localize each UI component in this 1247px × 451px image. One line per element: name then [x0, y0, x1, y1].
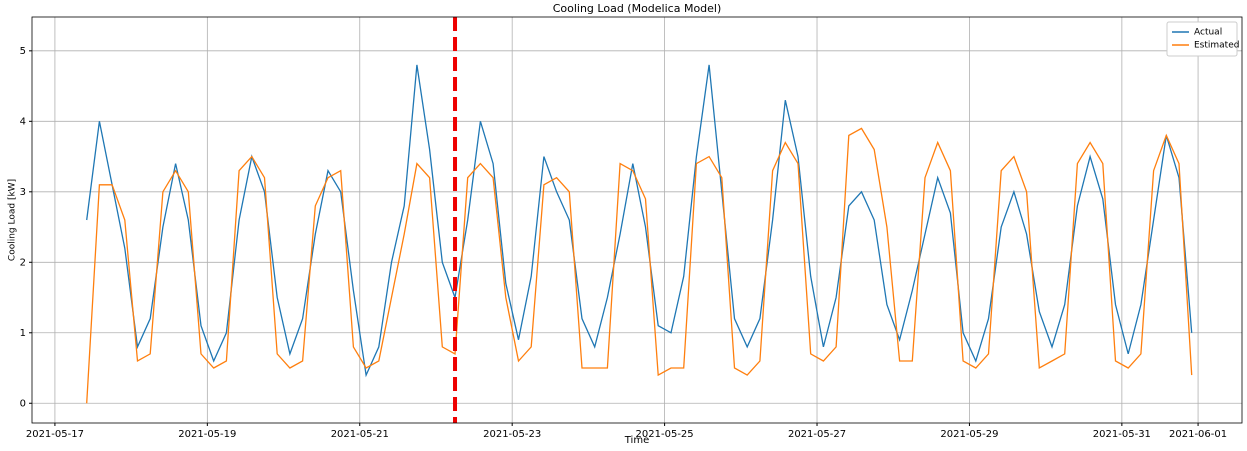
y-tick-label: 1: [20, 328, 26, 339]
legend-label: Estimated: [1194, 41, 1239, 51]
plot-frame: [31, 16, 1243, 424]
x-tick-label: 2021-05-31: [1093, 429, 1151, 440]
x-tick-label: 2021-06-01: [1169, 429, 1227, 440]
y-tick-label: 5: [20, 46, 26, 57]
legend: Actual Estimated: [1166, 21, 1239, 57]
x-tick-label: 2021-05-27: [788, 429, 846, 440]
x-tick-label: 2021-05-19: [178, 429, 236, 440]
x-tick-label: 2021-05-29: [940, 429, 998, 440]
chart-title: Cooling Load (Modelica Model): [553, 2, 722, 15]
series-line: [86, 127, 1193, 404]
y-tick-label: 2: [20, 257, 26, 268]
legend-box: [1166, 21, 1238, 57]
y-tick-label: 3: [20, 187, 26, 198]
x-tick-label: 2021-05-17: [26, 429, 84, 440]
y-tick-label: 0: [20, 398, 26, 409]
y-tick-label: 4: [20, 116, 26, 127]
legend-label: Actual: [1194, 28, 1222, 38]
y-axis-label: Cooling Load [kW]: [8, 179, 18, 261]
series-line: [86, 64, 1193, 378]
x-axis-label: Time: [624, 435, 649, 446]
x-tick-label: 2021-05-21: [331, 429, 389, 440]
x-tick-label: 2021-05-23: [483, 429, 541, 440]
x-tick-label: 2021-05-25: [636, 429, 694, 440]
